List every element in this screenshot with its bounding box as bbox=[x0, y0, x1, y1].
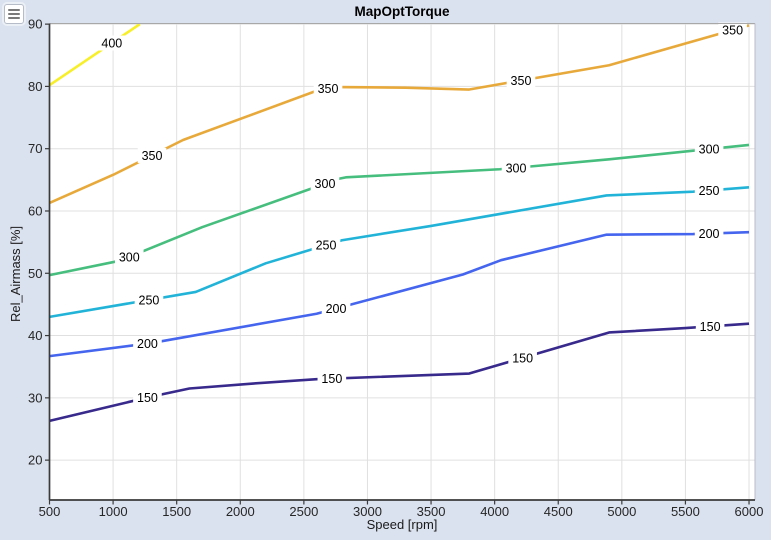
x-tick-label: 5500 bbox=[671, 504, 700, 519]
contour-label-300: 300 bbox=[699, 143, 720, 157]
contour-label-350: 350 bbox=[511, 74, 532, 88]
contour-label-350: 350 bbox=[318, 82, 339, 96]
y-tick-label: 90 bbox=[28, 17, 42, 32]
y-axis-label: Rel_Airmass [%] bbox=[8, 225, 23, 323]
contour-label-200: 200 bbox=[137, 337, 158, 351]
y-tick-label: 20 bbox=[28, 453, 42, 468]
menu-button[interactable] bbox=[4, 4, 24, 24]
contour-label-400: 400 bbox=[101, 37, 122, 51]
x-tick-label: 6000 bbox=[735, 504, 764, 519]
y-tick-label: 50 bbox=[28, 266, 42, 281]
x-tick-label: 3500 bbox=[417, 504, 446, 519]
contour-line-400 bbox=[48, 23, 141, 87]
contour-label-350: 350 bbox=[142, 149, 163, 163]
contour-line-250 bbox=[49, 186, 750, 319]
x-tick-label: 1500 bbox=[162, 504, 191, 519]
x-tick-label: 5000 bbox=[607, 504, 636, 519]
x-tick-label: 1000 bbox=[99, 504, 128, 519]
x-tick-label: 4500 bbox=[544, 504, 573, 519]
contour-label-250: 250 bbox=[139, 293, 160, 307]
contour-label-350: 350 bbox=[722, 24, 743, 38]
x-tick-label: 2500 bbox=[289, 504, 318, 519]
hamburger-icon bbox=[8, 13, 20, 15]
y-tick-label: 30 bbox=[28, 390, 42, 405]
hamburger-icon bbox=[8, 9, 20, 11]
x-axis-label: Speed [rpm] bbox=[366, 517, 438, 532]
y-tick-label: 60 bbox=[28, 203, 42, 218]
contour-line-150 bbox=[49, 322, 750, 423]
contour-label-250: 250 bbox=[699, 184, 720, 198]
contour-label-150: 150 bbox=[700, 320, 721, 334]
x-tick-label: 3000 bbox=[353, 504, 382, 519]
plot-title: MapOptTorque bbox=[354, 4, 450, 19]
contour-label-250: 250 bbox=[316, 239, 337, 253]
contour-label-300: 300 bbox=[315, 177, 336, 191]
contour-label-200: 200 bbox=[326, 302, 347, 316]
y-tick-label: 80 bbox=[28, 79, 42, 94]
x-tick-label: 2000 bbox=[226, 504, 255, 519]
contour-label-150: 150 bbox=[512, 351, 533, 365]
x-tick-label: 4000 bbox=[480, 504, 509, 519]
contour-label-150: 150 bbox=[321, 372, 342, 386]
contour-label-300: 300 bbox=[506, 161, 527, 175]
contour-label-150: 150 bbox=[137, 391, 158, 405]
y-tick-label: 40 bbox=[28, 328, 42, 343]
x-tick-label: 500 bbox=[39, 504, 61, 519]
contour-label-300: 300 bbox=[119, 250, 140, 264]
contour-line-200 bbox=[49, 230, 750, 358]
y-tick-label: 70 bbox=[28, 141, 42, 156]
hamburger-icon bbox=[8, 17, 20, 19]
contour-label-200: 200 bbox=[699, 227, 720, 241]
